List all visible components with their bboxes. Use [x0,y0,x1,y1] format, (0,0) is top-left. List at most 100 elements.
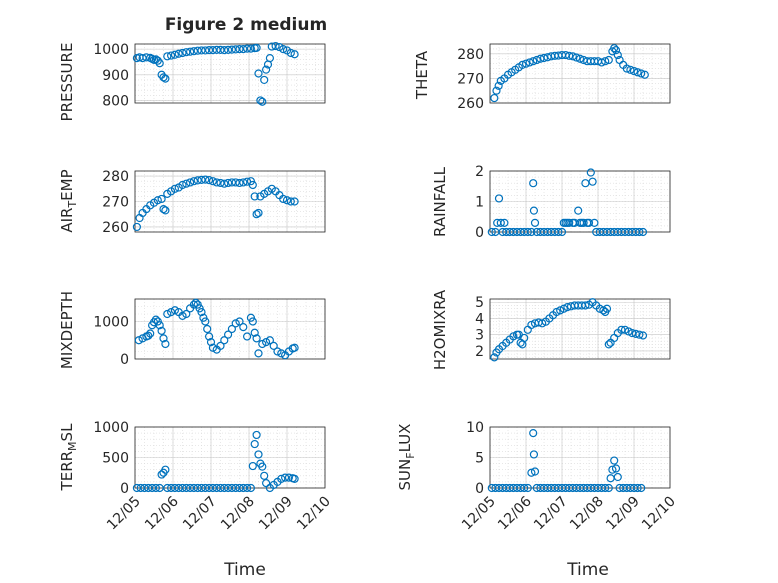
data-point [557,227,567,237]
data-point [568,52,577,61]
x-tick-label: 12/09 [603,494,643,534]
y-tick-label: 800 [102,93,129,109]
data-point [267,42,276,51]
y-tick-label: 280 [457,47,484,63]
data-point [250,328,259,337]
data-point [235,45,244,54]
subplot-4: 0 1000 [93,298,326,368]
data-point [153,56,162,65]
y-tick-label: 260 [457,96,484,112]
data-point [601,483,610,493]
data-point [258,339,267,349]
data-point [584,218,594,227]
y-tick-label: 270 [102,195,129,211]
data-point [604,340,613,349]
data-point [189,47,198,56]
data-point [590,218,599,227]
data-point [633,68,642,77]
data-point [174,49,183,58]
data-point [134,336,143,345]
y-tick-label: 5 [475,451,484,467]
x-tick-label: 12/07 [531,494,571,534]
y-tick-label: 4 [475,311,484,327]
y-tick-label: 0 [475,225,484,241]
data-point [170,184,179,193]
data-point [530,467,540,476]
y-tick-label: 10 [466,420,484,436]
data-point [231,483,240,493]
data-point [248,317,257,326]
x-tick-label: 12/05 [104,494,144,534]
data-point [136,483,145,493]
data-point [197,175,206,184]
x-tick-label: 12/07 [180,494,220,534]
data-point [254,450,263,459]
data-point [530,218,540,227]
xlabel-left: Time [223,560,266,580]
data-point [258,462,267,471]
y-tick-label: 1 [475,195,484,211]
data-point [529,206,539,215]
subplot-2: 260 270 280 [102,169,326,236]
xlabel-right: Time [566,560,609,580]
data-point [529,450,539,459]
data-point [262,65,271,74]
axes-box [489,298,671,360]
data-point [516,338,525,347]
data-point [170,306,179,315]
subplot-0: 800 900 1000 [93,41,326,109]
data-point [279,45,288,54]
data-point [243,44,252,53]
data-point [216,483,225,493]
y-tick-label: 2 [475,164,484,180]
data-point [201,175,210,184]
data-point [554,227,563,237]
data-point [163,52,172,61]
data-point [529,429,538,438]
data-point [258,97,267,106]
y-tick-label: 1000 [93,315,129,331]
data-point [252,334,261,343]
axes-box [134,170,326,233]
y-tick-label: 0 [120,481,129,497]
ylabel-air-temp-rest: EMP [58,169,76,200]
data-point [157,194,166,204]
data-point [220,46,229,55]
data-point [254,69,263,78]
data-point [161,339,170,349]
data-point [260,471,269,480]
data-point [638,227,648,237]
data-point [597,58,606,67]
data-point [132,483,141,493]
data-point [205,46,214,55]
data-point [132,222,141,232]
data-point [290,50,299,59]
data-point [235,317,244,326]
data-point [159,334,168,343]
data-point [186,47,195,56]
data-point [565,218,574,227]
y-tick-label: 0 [475,481,484,497]
data-point [216,341,225,350]
data-point [608,465,617,474]
data-point [231,178,240,187]
data-point [290,343,299,352]
data-point [527,468,536,477]
data-point [579,218,588,227]
data-point [523,483,532,493]
data-point [205,332,214,341]
data-point [182,179,191,188]
data-point [201,317,210,326]
data-point [157,326,166,335]
data-point [494,81,503,90]
data-point [520,333,529,343]
data-point [638,331,648,340]
data-point [246,177,255,186]
data-point [529,179,538,188]
data-point [246,44,255,53]
ylabel-air-temp-main: AIR [58,208,76,233]
data-point [254,349,263,358]
data-point [159,73,168,82]
data-point [610,456,619,465]
